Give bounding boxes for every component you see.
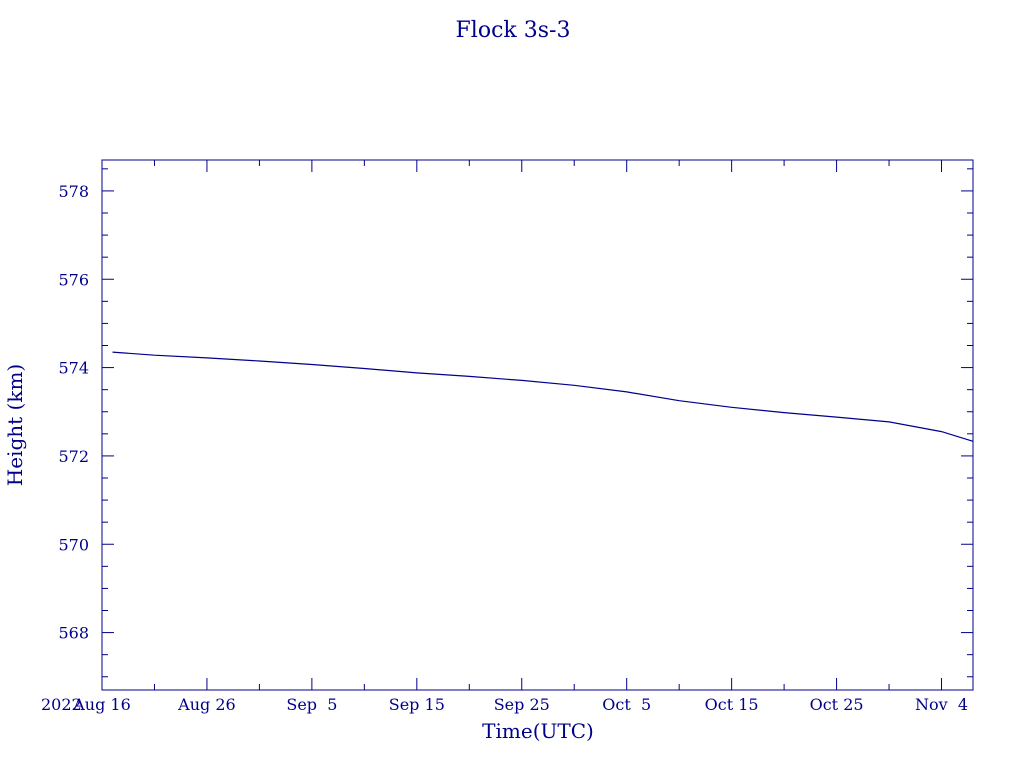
- y-tick-label: 570: [58, 535, 89, 554]
- y-axis-label: Height (km): [3, 364, 27, 486]
- y-tick-label: 572: [58, 447, 89, 466]
- x-tick-label: Aug 26: [177, 695, 236, 714]
- x-tick-label: Oct 5: [602, 695, 651, 714]
- x-tick-label: Oct 25: [810, 695, 864, 714]
- x-tick-label: Sep 15: [389, 695, 445, 714]
- x-axis: Aug 16 Aug 26 Sep 5 Sep 15 Sep 25 Oct 5 Oct 15…: [72, 160, 968, 714]
- x-tick-label: Sep 25: [494, 695, 550, 714]
- y-tick-label: 574: [58, 359, 89, 378]
- plot-frame: [101, 159, 974, 691]
- x-axis-label: Time(UTC): [482, 719, 594, 743]
- y-tick-label: 576: [58, 270, 89, 289]
- x-tick-label: Aug 16: [72, 695, 131, 714]
- chart-title: Flock 3s-3: [456, 18, 571, 43]
- x-tick-label: Nov 4: [915, 695, 968, 714]
- x-axis-year-label: 2022: [41, 695, 82, 714]
- y-tick-label: 568: [58, 624, 89, 643]
- y-tick-label: 578: [58, 182, 89, 201]
- y-axis: 568 570 572 574 576 578: [58, 168, 973, 678]
- x-tick-label: Sep 5: [286, 695, 337, 714]
- height-series-line: [112, 351, 974, 442]
- x-tick-label: Oct 15: [705, 695, 759, 714]
